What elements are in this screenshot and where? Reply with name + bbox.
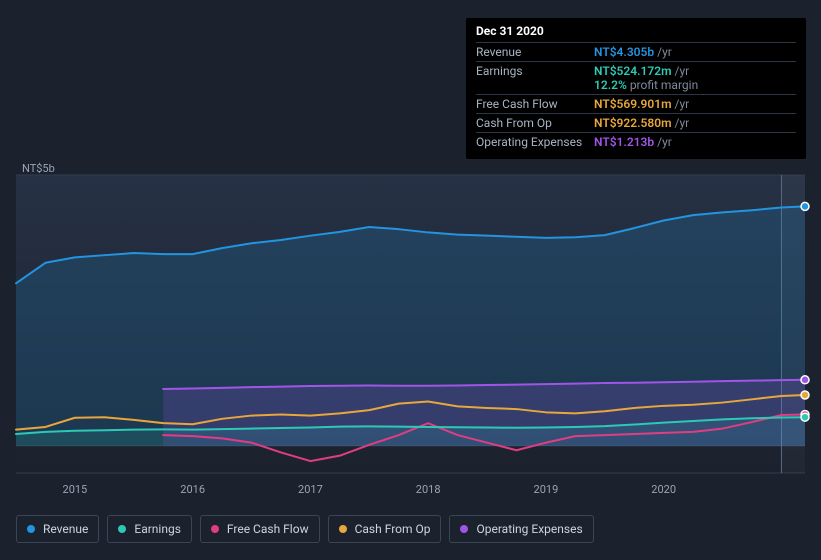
legend-item-label: Operating Expenses (476, 522, 582, 536)
tooltip-row-value: NT$4.305b (594, 45, 654, 59)
legend-dot-icon (460, 525, 468, 533)
legend-dot-icon (27, 525, 35, 533)
legend-item-label: Free Cash Flow (227, 522, 309, 536)
tooltip-row-value: NT$922.580m (594, 116, 672, 130)
x-axis-label: 2015 (63, 483, 88, 496)
tooltip-title: Dec 31 2020 (476, 24, 796, 42)
tooltip-row-label: Revenue (476, 45, 594, 59)
legend-item-fcf[interactable]: Free Cash Flow (200, 515, 320, 543)
legend-item-earnings[interactable]: Earnings (107, 515, 192, 543)
x-axis-label: 2020 (651, 483, 676, 496)
tooltip-row-value: NT$524.172m (594, 64, 672, 78)
x-axis-label: 2017 (298, 483, 323, 496)
tooltip-row-unit: /yr (657, 45, 672, 59)
tooltip-row-unit: /yr (675, 116, 690, 130)
legend-dot-icon (339, 525, 347, 533)
tooltip-row-unit: /yr (675, 64, 690, 78)
tooltip-row-unit: /yr (657, 135, 672, 149)
legend-dot-icon (118, 525, 126, 533)
series-end-dot-operating_expenses (801, 376, 809, 384)
tooltip-row-fcf: Free Cash FlowNT$569.901m/yr (476, 94, 796, 113)
tooltip-row-cfo: Cash From OpNT$922.580m/yr (476, 113, 796, 132)
chart-plot[interactable] (16, 175, 805, 473)
series-end-dot-earnings (801, 413, 809, 421)
x-axis-label: 2019 (534, 483, 559, 496)
tooltip-row-revenue: RevenueNT$4.305b/yr (476, 42, 796, 61)
tooltip-row-label: Earnings (476, 64, 594, 92)
legend-item-label: Cash From Op (355, 522, 431, 536)
tooltip-row-unit: /yr (675, 97, 690, 111)
tooltip: Dec 31 2020 RevenueNT$4.305b/yrEarningsN… (466, 18, 806, 159)
tooltip-row-secondary-value: 12.2% (594, 78, 627, 92)
legend-item-opex[interactable]: Operating Expenses (449, 515, 593, 543)
legend-item-label: Earnings (134, 522, 181, 536)
legend: Revenue Earnings Free Cash Flow Cash From O… (16, 515, 594, 543)
legend-item-cfo[interactable]: Cash From Op (328, 515, 442, 543)
tooltip-row-label: Operating Expenses (476, 135, 594, 149)
tooltip-row-label: Free Cash Flow (476, 97, 594, 111)
x-axis-label: 2016 (180, 483, 205, 496)
tooltip-row-secondary-label: profit margin (627, 78, 698, 92)
tooltip-row-opex: Operating ExpensesNT$1.213b/yr (476, 132, 796, 151)
legend-dot-icon (211, 525, 219, 533)
tooltip-row-value: NT$1.213b (594, 135, 654, 149)
x-axis-label: 2018 (416, 483, 441, 496)
tooltip-row-label: Cash From Op (476, 116, 594, 130)
series-end-dot-revenue (801, 202, 809, 210)
tooltip-row-earnings: EarningsNT$524.172m/yr 12.2% profit margi… (476, 61, 796, 94)
tooltip-row-value: NT$569.901m (594, 97, 672, 111)
x-axis: 2015 2016 2017 2018 2019 2020 (16, 483, 805, 499)
y-axis-label: NT$5b (22, 162, 55, 175)
series-end-dot-cash_from_op (801, 391, 809, 399)
legend-item-revenue[interactable]: Revenue (16, 515, 99, 543)
legend-item-label: Revenue (43, 522, 88, 536)
